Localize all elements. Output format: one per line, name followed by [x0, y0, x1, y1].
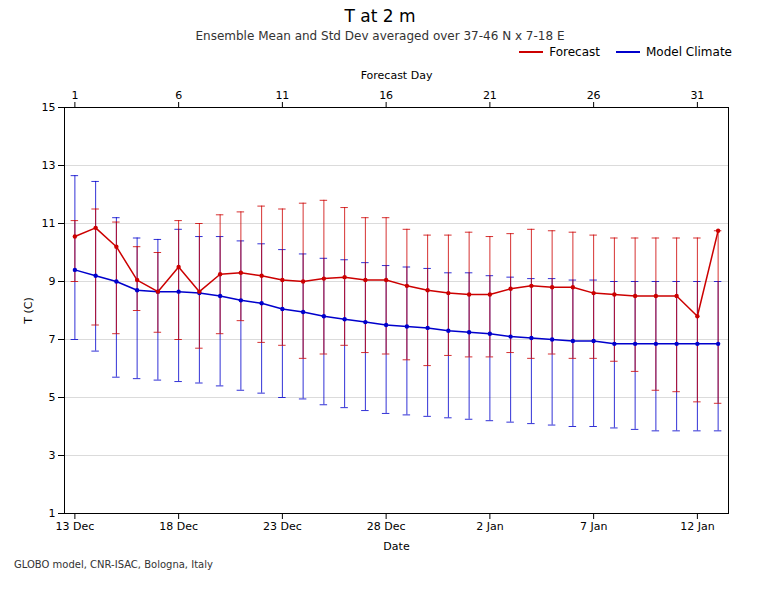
svg-text:2 Jan: 2 Jan: [476, 520, 503, 533]
svg-text:9: 9: [49, 275, 56, 288]
svg-text:7: 7: [49, 333, 56, 346]
svg-text:1: 1: [71, 89, 78, 102]
svg-text:13: 13: [42, 159, 56, 172]
svg-text:13 Dec: 13 Dec: [55, 520, 94, 533]
svg-text:Forecast Day: Forecast Day: [361, 69, 433, 82]
svg-text:1: 1: [49, 507, 56, 520]
svg-text:6: 6: [175, 89, 182, 102]
svg-text:5: 5: [49, 391, 56, 404]
svg-text:16: 16: [379, 89, 393, 102]
html-text:GLOBO model, CNR-ISAC, Bologna: GLOBO model, CNR-ISAC, Bologna, Italy: [14, 559, 213, 570]
svg-text:18 Dec: 18 Dec: [159, 520, 198, 533]
svg-text:12 Jan: 12 Jan: [680, 520, 714, 533]
svg-text:3: 3: [49, 449, 56, 462]
svg-text:28 Dec: 28 Dec: [367, 520, 406, 533]
html-text:Model Climate: Model Climate: [646, 45, 732, 59]
svg-text:21: 21: [483, 89, 497, 102]
svg-text:11: 11: [275, 89, 289, 102]
svg-text:23 Dec: 23 Dec: [263, 520, 302, 533]
svg-text:26: 26: [587, 89, 601, 102]
html-text:T at 2 m: T at 2 m: [344, 6, 416, 26]
svg-text:7 Jan: 7 Jan: [580, 520, 607, 533]
svg-text:15: 15: [42, 101, 56, 114]
svg-text:Date: Date: [383, 540, 410, 553]
svg-text:T (C): T (C): [22, 297, 35, 324]
html-text:Ensemble Mean and Std Dev aver: Ensemble Mean and Std Dev averaged over …: [195, 29, 565, 43]
html-text:Forecast: Forecast: [549, 45, 600, 59]
svg-text:31: 31: [690, 89, 704, 102]
svg-text:11: 11: [42, 217, 56, 230]
